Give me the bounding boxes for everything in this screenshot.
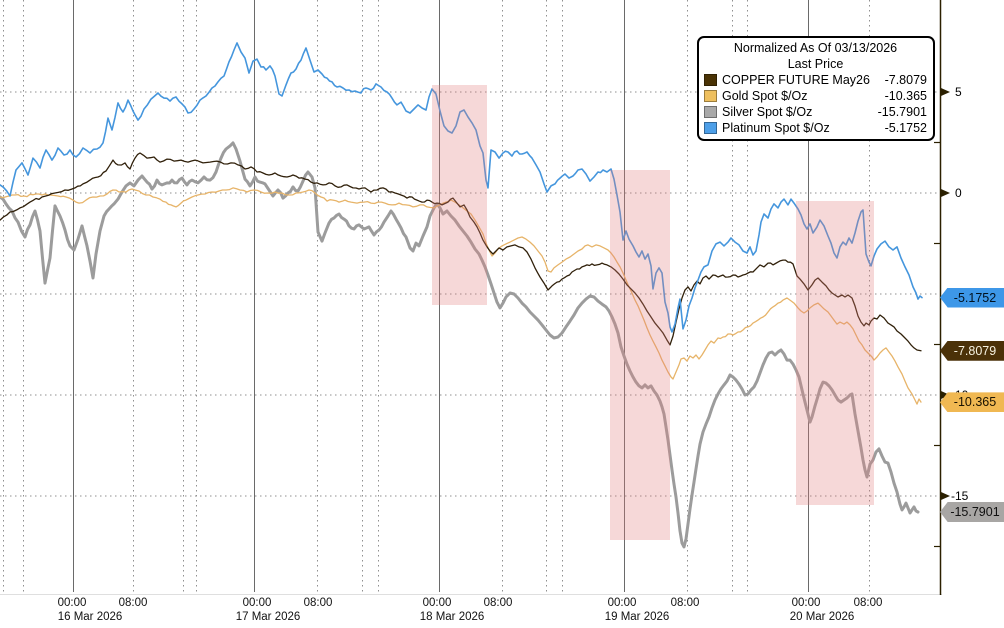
legend-row-gold: Gold Spot $/Oz -10.365 xyxy=(704,88,927,104)
legend-subtitle: Last Price xyxy=(787,57,844,71)
y-axis-label-0: 0 xyxy=(955,186,962,200)
chart-legend: Normalized As Of 03/13/2026 Last Price C… xyxy=(697,36,935,141)
x-axis-date-label: 20 Mar 2026 xyxy=(789,611,855,623)
highlight-region xyxy=(796,201,874,505)
legend-series-name: COPPER FUTURE May26 xyxy=(722,73,870,87)
y-axis-label-minus15: -15 xyxy=(951,489,969,503)
platinum-last-price-badge: -5.1752 xyxy=(940,287,1004,308)
series-line-platinum-spot-oz xyxy=(0,42,923,333)
x-axis-date-strip: 16 Mar 2026 00:00 08:00 17 Mar 2026 00:00 08:… xyxy=(0,595,1004,628)
legend-series-name: Gold Spot $/Oz xyxy=(722,89,808,103)
legend-series-value: -7.8079 xyxy=(884,73,927,87)
legend-row-platinum: Platinum Spot $/Oz -5.1752 xyxy=(704,120,927,136)
legend-row-silver: Silver Spot $/Oz -15.7901 xyxy=(704,104,927,120)
y-axis-tick-arrow-icon xyxy=(941,391,950,399)
x-axis-time-label: 00:00 xyxy=(607,597,637,609)
highlight-region xyxy=(610,170,670,540)
copper-last-price-badge: -7.8079 xyxy=(940,340,1004,361)
legend-series-value: -15.7901 xyxy=(877,105,927,119)
x-axis-time-label: 08:00 xyxy=(483,597,513,609)
legend-row-copper: COPPER FUTURE May26 -7.8079 xyxy=(704,72,927,88)
legend-series-name: Platinum Spot $/Oz xyxy=(722,121,830,135)
x-axis-date-label: 17 Mar 2026 xyxy=(235,611,301,623)
copper-swatch-icon xyxy=(704,74,717,86)
silver-last-price-badge: -15.7901 xyxy=(940,501,1004,522)
y-axis-tick-arrow-icon xyxy=(941,492,950,500)
x-axis-time-label: 08:00 xyxy=(303,597,333,609)
x-axis-date-label: 16 Mar 2026 xyxy=(57,611,123,623)
legend-series-name: Silver Spot $/Oz xyxy=(722,105,813,119)
platinum-swatch-icon xyxy=(704,122,717,134)
x-axis-time-label: 00:00 xyxy=(57,597,87,609)
y-axis-tick-arrow-icon xyxy=(941,88,950,96)
gold-swatch-icon xyxy=(704,90,717,102)
series-line-copper-future-may26 xyxy=(0,152,922,352)
legend-title: Normalized As Of 03/13/2026 xyxy=(733,41,898,55)
x-axis-date-label: 18 Mar 2026 xyxy=(419,611,485,623)
y-axis-tick-arrow-icon xyxy=(941,189,950,197)
legend-series-value: -5.1752 xyxy=(884,121,927,135)
x-axis-date-label: 19 Mar 2026 xyxy=(604,611,670,623)
legend-series-value: -10.365 xyxy=(884,89,927,103)
x-axis-time-label: 08:00 xyxy=(118,597,148,609)
silver-swatch-icon xyxy=(704,106,717,118)
x-axis-time-label: 08:00 xyxy=(670,597,700,609)
x-axis-time-label: 00:00 xyxy=(422,597,452,609)
series-line-silver-spot-oz xyxy=(0,141,920,549)
gold-last-price-badge: -10.365 xyxy=(940,392,1004,413)
x-axis-time-label: 00:00 xyxy=(791,597,821,609)
y-axis-label-5: 5 xyxy=(955,85,962,99)
x-axis-time-label: 00:00 xyxy=(242,597,272,609)
highlight-region xyxy=(432,85,487,305)
x-axis-time-label: 08:00 xyxy=(853,597,883,609)
series-line-gold-spot-oz xyxy=(0,187,922,405)
